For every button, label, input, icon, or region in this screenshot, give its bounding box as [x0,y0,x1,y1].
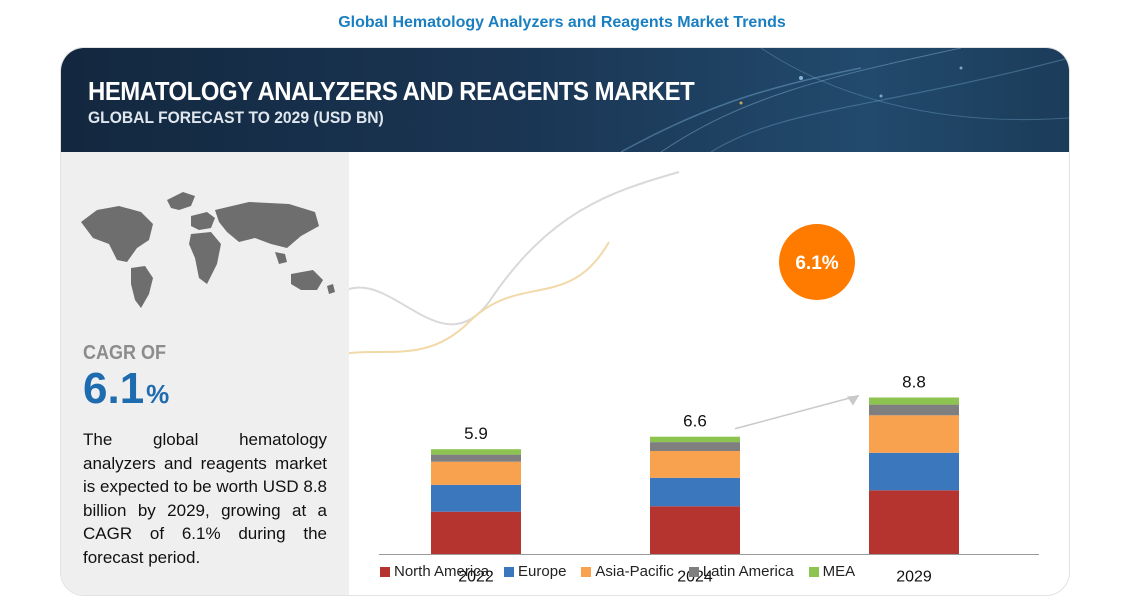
bar-segment-latin-america-2024 [650,442,740,451]
world-map-icon [81,192,335,308]
legend-swatch [504,566,515,577]
x-tick-label-2024: 2024 [677,569,713,586]
legend-swatch [688,566,699,577]
legend-label: Asia-Pacific [595,563,674,580]
bar-segment-latin-america-2029 [869,404,959,416]
bar-segment-europe-2022 [431,484,521,512]
legend-item-mea: MEA [808,563,856,580]
bar-segment-mea-2029 [869,397,959,405]
legend-label: MEA [822,563,856,580]
total-label-2029: 8.8 [902,373,926,392]
page-title: Global Hematology Analyzers and Reagents… [338,14,786,31]
banner-subtitle: GLOBAL FORECAST TO 2029 (USD BN) [88,108,384,127]
bar-segment-north-america-2024 [650,506,740,555]
banner: HEMATOLOGY ANALYZERS AND REAGENTS MARKET… [61,48,1069,152]
bar-segment-mea-2024 [650,436,740,443]
legend-item-asia-pacific: Asia-Pacific [581,563,674,580]
total-label-2022: 5.9 [464,424,488,443]
left-panel: CAGR OF 6.1% The global hematology analy… [61,152,349,595]
total-label-2024: 6.6 [683,412,707,431]
bar-segment-mea-2022 [431,449,521,455]
bar-segment-asia-pacific-2024 [650,451,740,478]
legend-swatch [581,566,592,577]
bar-segment-north-america-2029 [869,490,959,555]
chart-decor: 6.1% [349,171,860,430]
infographic-card: HEMATOLOGY ANALYZERS AND REAGENTS MARKET… [60,47,1070,596]
cagr-badge-label: 6.1% [795,253,838,274]
cagr-number: 6.1 [83,364,145,413]
chart-labels: 5.9 2022 6.6 2024 8.8 2029 [379,373,1039,586]
bar-segment-asia-pacific-2029 [869,415,959,453]
growth-arrow-head [847,395,859,406]
legend-item-europe: Europe [504,563,566,580]
chart-bars [431,397,959,555]
cagr-value: 6.1% [83,364,169,414]
legend-item-north-america: North America [380,563,489,580]
decor-curve-gold [349,241,610,355]
bar-segment-latin-america-2022 [431,454,521,462]
legend-swatch [808,566,819,577]
banner-title: HEMATOLOGY ANALYZERS AND REAGENTS MARKET [88,76,695,106]
bar-segment-north-america-2022 [431,511,521,555]
bar-segment-europe-2024 [650,477,740,507]
legend-item-latin-america: Latin America [688,563,794,580]
cagr-unit: % [146,379,170,409]
market-description: The global hematology analyzers and reag… [83,430,327,567]
chart-legend: North America Europe Asia-Pacific Latin Ame… [380,563,870,580]
legend-label: North America [394,563,490,580]
x-tick-label-2029: 2029 [896,569,932,586]
x-tick-label-2022: 2022 [458,569,494,586]
stacked-bar-chart: 6.1% 5.9 2022 6.6 2024 8.8 2029 [349,171,1039,586]
cagr-label: CAGR OF [83,342,166,364]
growth-arrow-line [734,394,860,430]
decor-curve-gray [349,171,680,326]
bar-segment-europe-2029 [869,452,959,491]
legend-label: Latin America [702,563,794,580]
bar-segment-asia-pacific-2022 [431,461,521,485]
legend-swatch [380,566,390,577]
legend-label: Europe [518,563,567,580]
banner-light-streaks [620,48,1069,152]
cagr-badge [779,224,855,300]
